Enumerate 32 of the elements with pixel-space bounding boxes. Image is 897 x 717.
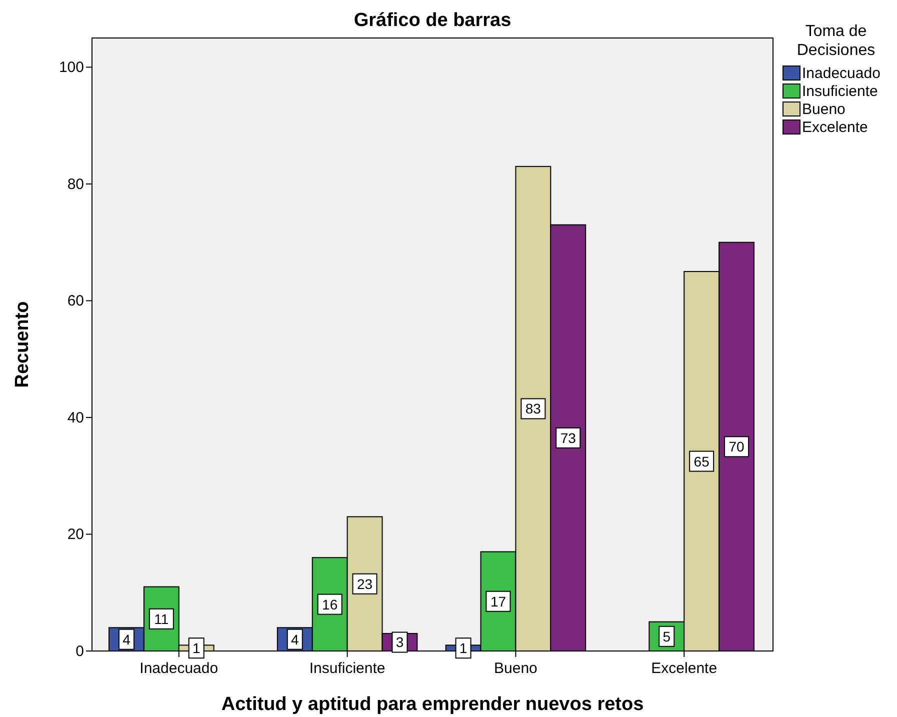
data-label: 23 bbox=[356, 576, 373, 592]
data-label: 16 bbox=[322, 596, 338, 612]
x-tick-label: Inadecuado bbox=[140, 660, 218, 677]
data-label: 4 bbox=[290, 631, 299, 648]
data-label: 11 bbox=[154, 610, 169, 627]
data-label: 1 bbox=[459, 640, 468, 656]
x-axis-title: Actitud y aptitud para emprender nuevos retos bbox=[221, 694, 644, 715]
data-label: 73 bbox=[560, 430, 576, 446]
x-tick-label: Insuficiente bbox=[309, 660, 386, 677]
data-label: 70 bbox=[728, 438, 745, 455]
legend-label: Insuficiente bbox=[802, 83, 878, 100]
y-tick-label: 20 bbox=[67, 526, 84, 544]
y-tick-label: 60 bbox=[67, 292, 84, 310]
legend-title: Toma de Decisiones bbox=[796, 23, 876, 59]
x-tick-label: Excelente bbox=[651, 660, 718, 677]
x-tick-label: Bueno bbox=[494, 660, 538, 677]
data-label: 1 bbox=[192, 640, 200, 656]
y-tick-label: 0 bbox=[76, 643, 84, 660]
data-label: 65 bbox=[694, 453, 710, 470]
legend-label: Bueno bbox=[802, 101, 846, 118]
y-axis-title: Recuento bbox=[12, 301, 33, 388]
data-label: 4 bbox=[122, 631, 131, 648]
legend-label: Inadecuado bbox=[802, 65, 880, 82]
data-label: 83 bbox=[525, 400, 542, 417]
data-label: 17 bbox=[490, 593, 506, 610]
data-label: 5 bbox=[662, 628, 671, 644]
data-label: 3 bbox=[396, 634, 404, 650]
y-tick-label: 40 bbox=[67, 409, 84, 426]
legend-label: Excelente bbox=[802, 119, 868, 136]
y-tick-label: 80 bbox=[67, 176, 84, 193]
y-tick-label: 100 bbox=[58, 59, 84, 76]
chart-title: Gráfico de barras bbox=[354, 10, 512, 31]
